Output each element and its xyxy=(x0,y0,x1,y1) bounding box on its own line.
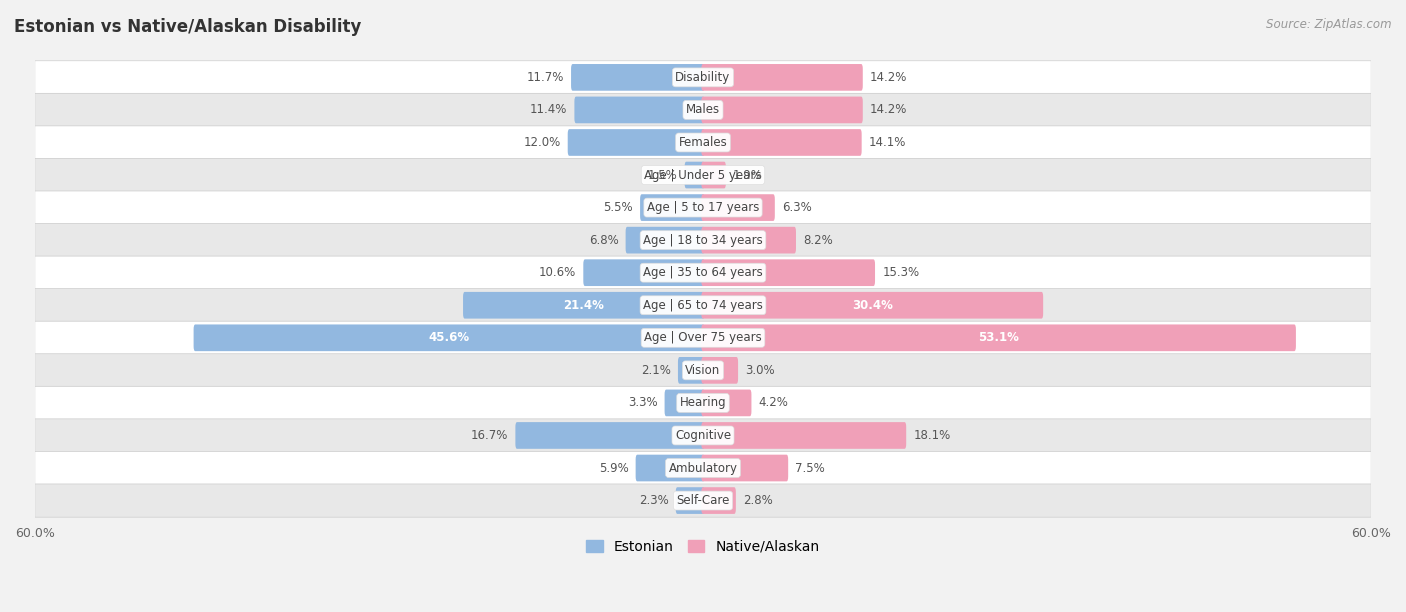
Text: 4.2%: 4.2% xyxy=(759,397,789,409)
FancyBboxPatch shape xyxy=(702,324,1296,351)
Text: 2.8%: 2.8% xyxy=(744,494,773,507)
FancyBboxPatch shape xyxy=(35,159,1371,192)
FancyBboxPatch shape xyxy=(35,61,1371,94)
Text: 45.6%: 45.6% xyxy=(429,331,470,345)
FancyBboxPatch shape xyxy=(702,162,725,188)
FancyBboxPatch shape xyxy=(35,386,1371,419)
Text: 1.5%: 1.5% xyxy=(648,168,678,182)
Text: Age | 65 to 74 years: Age | 65 to 74 years xyxy=(643,299,763,312)
Text: 6.3%: 6.3% xyxy=(782,201,811,214)
Text: Age | 18 to 34 years: Age | 18 to 34 years xyxy=(643,234,763,247)
FancyBboxPatch shape xyxy=(35,223,1371,257)
FancyBboxPatch shape xyxy=(35,289,1371,322)
Text: Ambulatory: Ambulatory xyxy=(668,461,738,474)
FancyBboxPatch shape xyxy=(665,390,704,416)
Text: 14.2%: 14.2% xyxy=(870,103,907,116)
Text: 5.9%: 5.9% xyxy=(599,461,628,474)
Text: 53.1%: 53.1% xyxy=(979,331,1019,345)
FancyBboxPatch shape xyxy=(35,452,1371,485)
FancyBboxPatch shape xyxy=(35,93,1371,127)
Text: 2.1%: 2.1% xyxy=(641,364,671,377)
Text: Age | Under 5 years: Age | Under 5 years xyxy=(644,168,762,182)
FancyBboxPatch shape xyxy=(35,126,1371,159)
FancyBboxPatch shape xyxy=(702,390,751,416)
Text: 7.5%: 7.5% xyxy=(796,461,825,474)
Text: Hearing: Hearing xyxy=(679,397,727,409)
FancyBboxPatch shape xyxy=(702,357,738,384)
FancyBboxPatch shape xyxy=(676,487,704,514)
Text: 3.3%: 3.3% xyxy=(627,397,658,409)
FancyBboxPatch shape xyxy=(685,162,704,188)
Text: 2.3%: 2.3% xyxy=(638,494,668,507)
Text: Age | Over 75 years: Age | Over 75 years xyxy=(644,331,762,345)
FancyBboxPatch shape xyxy=(640,194,704,221)
Text: 11.7%: 11.7% xyxy=(526,71,564,84)
Text: Vision: Vision xyxy=(685,364,721,377)
FancyBboxPatch shape xyxy=(702,194,775,221)
Text: 8.2%: 8.2% xyxy=(803,234,832,247)
Text: 5.5%: 5.5% xyxy=(603,201,633,214)
FancyBboxPatch shape xyxy=(702,64,863,91)
Text: 11.4%: 11.4% xyxy=(530,103,567,116)
Text: Males: Males xyxy=(686,103,720,116)
Text: Estonian vs Native/Alaskan Disability: Estonian vs Native/Alaskan Disability xyxy=(14,18,361,36)
FancyBboxPatch shape xyxy=(463,292,704,319)
FancyBboxPatch shape xyxy=(35,256,1371,289)
FancyBboxPatch shape xyxy=(702,259,875,286)
FancyBboxPatch shape xyxy=(571,64,704,91)
FancyBboxPatch shape xyxy=(702,487,735,514)
Text: 12.0%: 12.0% xyxy=(523,136,561,149)
Text: Source: ZipAtlas.com: Source: ZipAtlas.com xyxy=(1267,18,1392,31)
Text: 6.8%: 6.8% xyxy=(589,234,619,247)
FancyBboxPatch shape xyxy=(626,227,704,253)
Text: 21.4%: 21.4% xyxy=(564,299,605,312)
FancyBboxPatch shape xyxy=(702,129,862,156)
FancyBboxPatch shape xyxy=(702,227,796,253)
FancyBboxPatch shape xyxy=(702,422,907,449)
FancyBboxPatch shape xyxy=(194,324,704,351)
Text: Age | 5 to 17 years: Age | 5 to 17 years xyxy=(647,201,759,214)
Text: 16.7%: 16.7% xyxy=(471,429,508,442)
Text: 18.1%: 18.1% xyxy=(914,429,950,442)
FancyBboxPatch shape xyxy=(636,455,704,482)
Legend: Estonian, Native/Alaskan: Estonian, Native/Alaskan xyxy=(581,534,825,559)
FancyBboxPatch shape xyxy=(678,357,704,384)
FancyBboxPatch shape xyxy=(702,455,789,482)
Text: Females: Females xyxy=(679,136,727,149)
Text: Cognitive: Cognitive xyxy=(675,429,731,442)
Text: 3.0%: 3.0% xyxy=(745,364,775,377)
Text: Disability: Disability xyxy=(675,71,731,84)
Text: 30.4%: 30.4% xyxy=(852,299,893,312)
FancyBboxPatch shape xyxy=(35,321,1371,354)
Text: 15.3%: 15.3% xyxy=(882,266,920,279)
FancyBboxPatch shape xyxy=(702,292,1043,319)
FancyBboxPatch shape xyxy=(702,97,863,123)
FancyBboxPatch shape xyxy=(575,97,704,123)
Text: 1.9%: 1.9% xyxy=(733,168,763,182)
FancyBboxPatch shape xyxy=(35,484,1371,517)
FancyBboxPatch shape xyxy=(35,191,1371,224)
FancyBboxPatch shape xyxy=(35,419,1371,452)
Text: 10.6%: 10.6% xyxy=(538,266,576,279)
Text: 14.1%: 14.1% xyxy=(869,136,907,149)
Text: Self-Care: Self-Care xyxy=(676,494,730,507)
Text: Age | 35 to 64 years: Age | 35 to 64 years xyxy=(643,266,763,279)
FancyBboxPatch shape xyxy=(35,354,1371,387)
FancyBboxPatch shape xyxy=(583,259,704,286)
FancyBboxPatch shape xyxy=(568,129,704,156)
Text: 14.2%: 14.2% xyxy=(870,71,907,84)
FancyBboxPatch shape xyxy=(516,422,704,449)
